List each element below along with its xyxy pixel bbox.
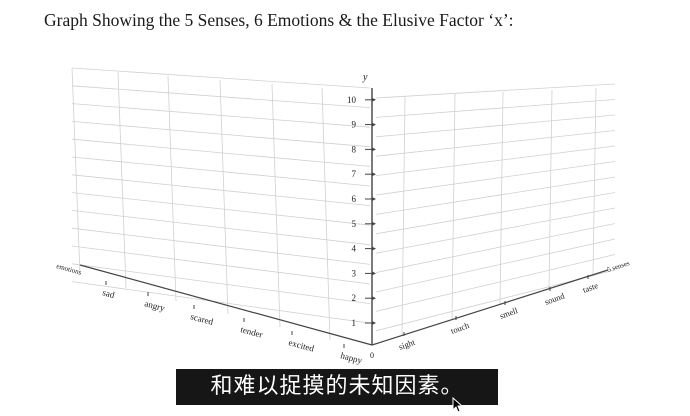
y-axis-label: y [362, 72, 368, 83]
y-tick-label: 9 [352, 120, 357, 130]
grid-line [71, 138, 371, 167]
grid-line [375, 192, 616, 235]
senses-axis-label: 5 senses [606, 259, 631, 274]
emotion-tick-label: sad [101, 287, 116, 300]
arrow-right-icon [372, 221, 376, 226]
origin-label: 0 [370, 351, 374, 360]
senses-axis-line [371, 269, 609, 346]
sense-tick-label: taste [581, 280, 599, 295]
grid-line [499, 91, 504, 306]
grid-line [375, 223, 616, 273]
grid-line [321, 87, 331, 341]
grid-line [375, 114, 616, 138]
emotion-tick-label: angry [143, 298, 166, 313]
emotions-axis-line [79, 264, 373, 346]
y-tick-label: 6 [352, 194, 357, 204]
grid-line [71, 263, 371, 304]
arrow-right-icon [372, 172, 376, 177]
grid-line [71, 121, 371, 148]
grid-line [592, 87, 597, 276]
y-tick-label: 7 [352, 169, 357, 179]
y-tick-label: 4 [352, 244, 357, 254]
sense-tick-label: touch [449, 320, 471, 336]
grid-line [375, 176, 616, 215]
grid-line [451, 93, 456, 321]
y-tick-label: 1 [352, 318, 357, 328]
y-tick-label: 5 [352, 219, 357, 229]
mouse-pointer-icon [452, 397, 464, 413]
sense-tick-label: sight [397, 337, 417, 352]
grid-line [71, 245, 371, 285]
grid-line [71, 281, 371, 324]
axes [79, 88, 609, 346]
video-subtitle: 和难以捉摸的未知因素。 [176, 369, 498, 405]
arrow-right-icon [372, 246, 376, 251]
grid-line [375, 130, 616, 157]
arrow-right-icon [372, 321, 376, 325]
left-plane-grid [71, 67, 371, 341]
y-tick-label: 10 [347, 95, 357, 105]
grid-line [375, 238, 616, 293]
y-ticks: 1 2 3 4 5 6 7 8 9 10 [347, 95, 376, 328]
arrow-right-icon [372, 296, 376, 301]
sense-ticks: sight touch smell sound taste [397, 275, 600, 352]
grid-line [71, 67, 81, 276]
grid-line [375, 83, 616, 99]
y-tick-label: 2 [352, 293, 357, 303]
grid-line [375, 254, 616, 312]
right-plane-grid [375, 83, 616, 336]
emotion-ticks: sad angry scared tender excited happy [101, 281, 364, 366]
grid-line [71, 85, 371, 108]
grid-line [167, 75, 177, 302]
grid-line [71, 192, 371, 226]
grid-line [117, 71, 127, 289]
grid-line [401, 95, 406, 336]
grid-line [219, 79, 229, 315]
emotion-tick-label: happy [339, 350, 363, 365]
arrow-right-icon [372, 271, 376, 276]
grid-line [375, 99, 616, 118]
arrow-right-icon [372, 197, 376, 201]
grid-line [375, 207, 616, 254]
arrow-right-icon [372, 97, 376, 102]
y-tick-label: 8 [352, 144, 357, 154]
diagram-title: Graph Showing the 5 Senses, 6 Emotions &… [44, 10, 514, 30]
grid-line [375, 145, 616, 176]
y-tick-label: 3 [352, 268, 357, 278]
sense-tick-label: smell [498, 305, 519, 321]
grid-line [375, 161, 616, 196]
grid-line [71, 227, 371, 265]
grid-line [548, 89, 553, 291]
emotion-tick-label: tender [239, 324, 263, 339]
grid-line [71, 210, 371, 246]
sense-tick-label: sound [543, 290, 566, 307]
arrow-right-icon [372, 147, 376, 152]
grid-line [271, 83, 281, 328]
axis-labels: y 0 emotions 5 senses [55, 72, 630, 360]
grid-line [71, 67, 371, 89]
emotion-tick-label: scared [189, 311, 214, 327]
arrow-right-icon [372, 122, 376, 127]
emotion-tick-label: excited [287, 337, 315, 354]
